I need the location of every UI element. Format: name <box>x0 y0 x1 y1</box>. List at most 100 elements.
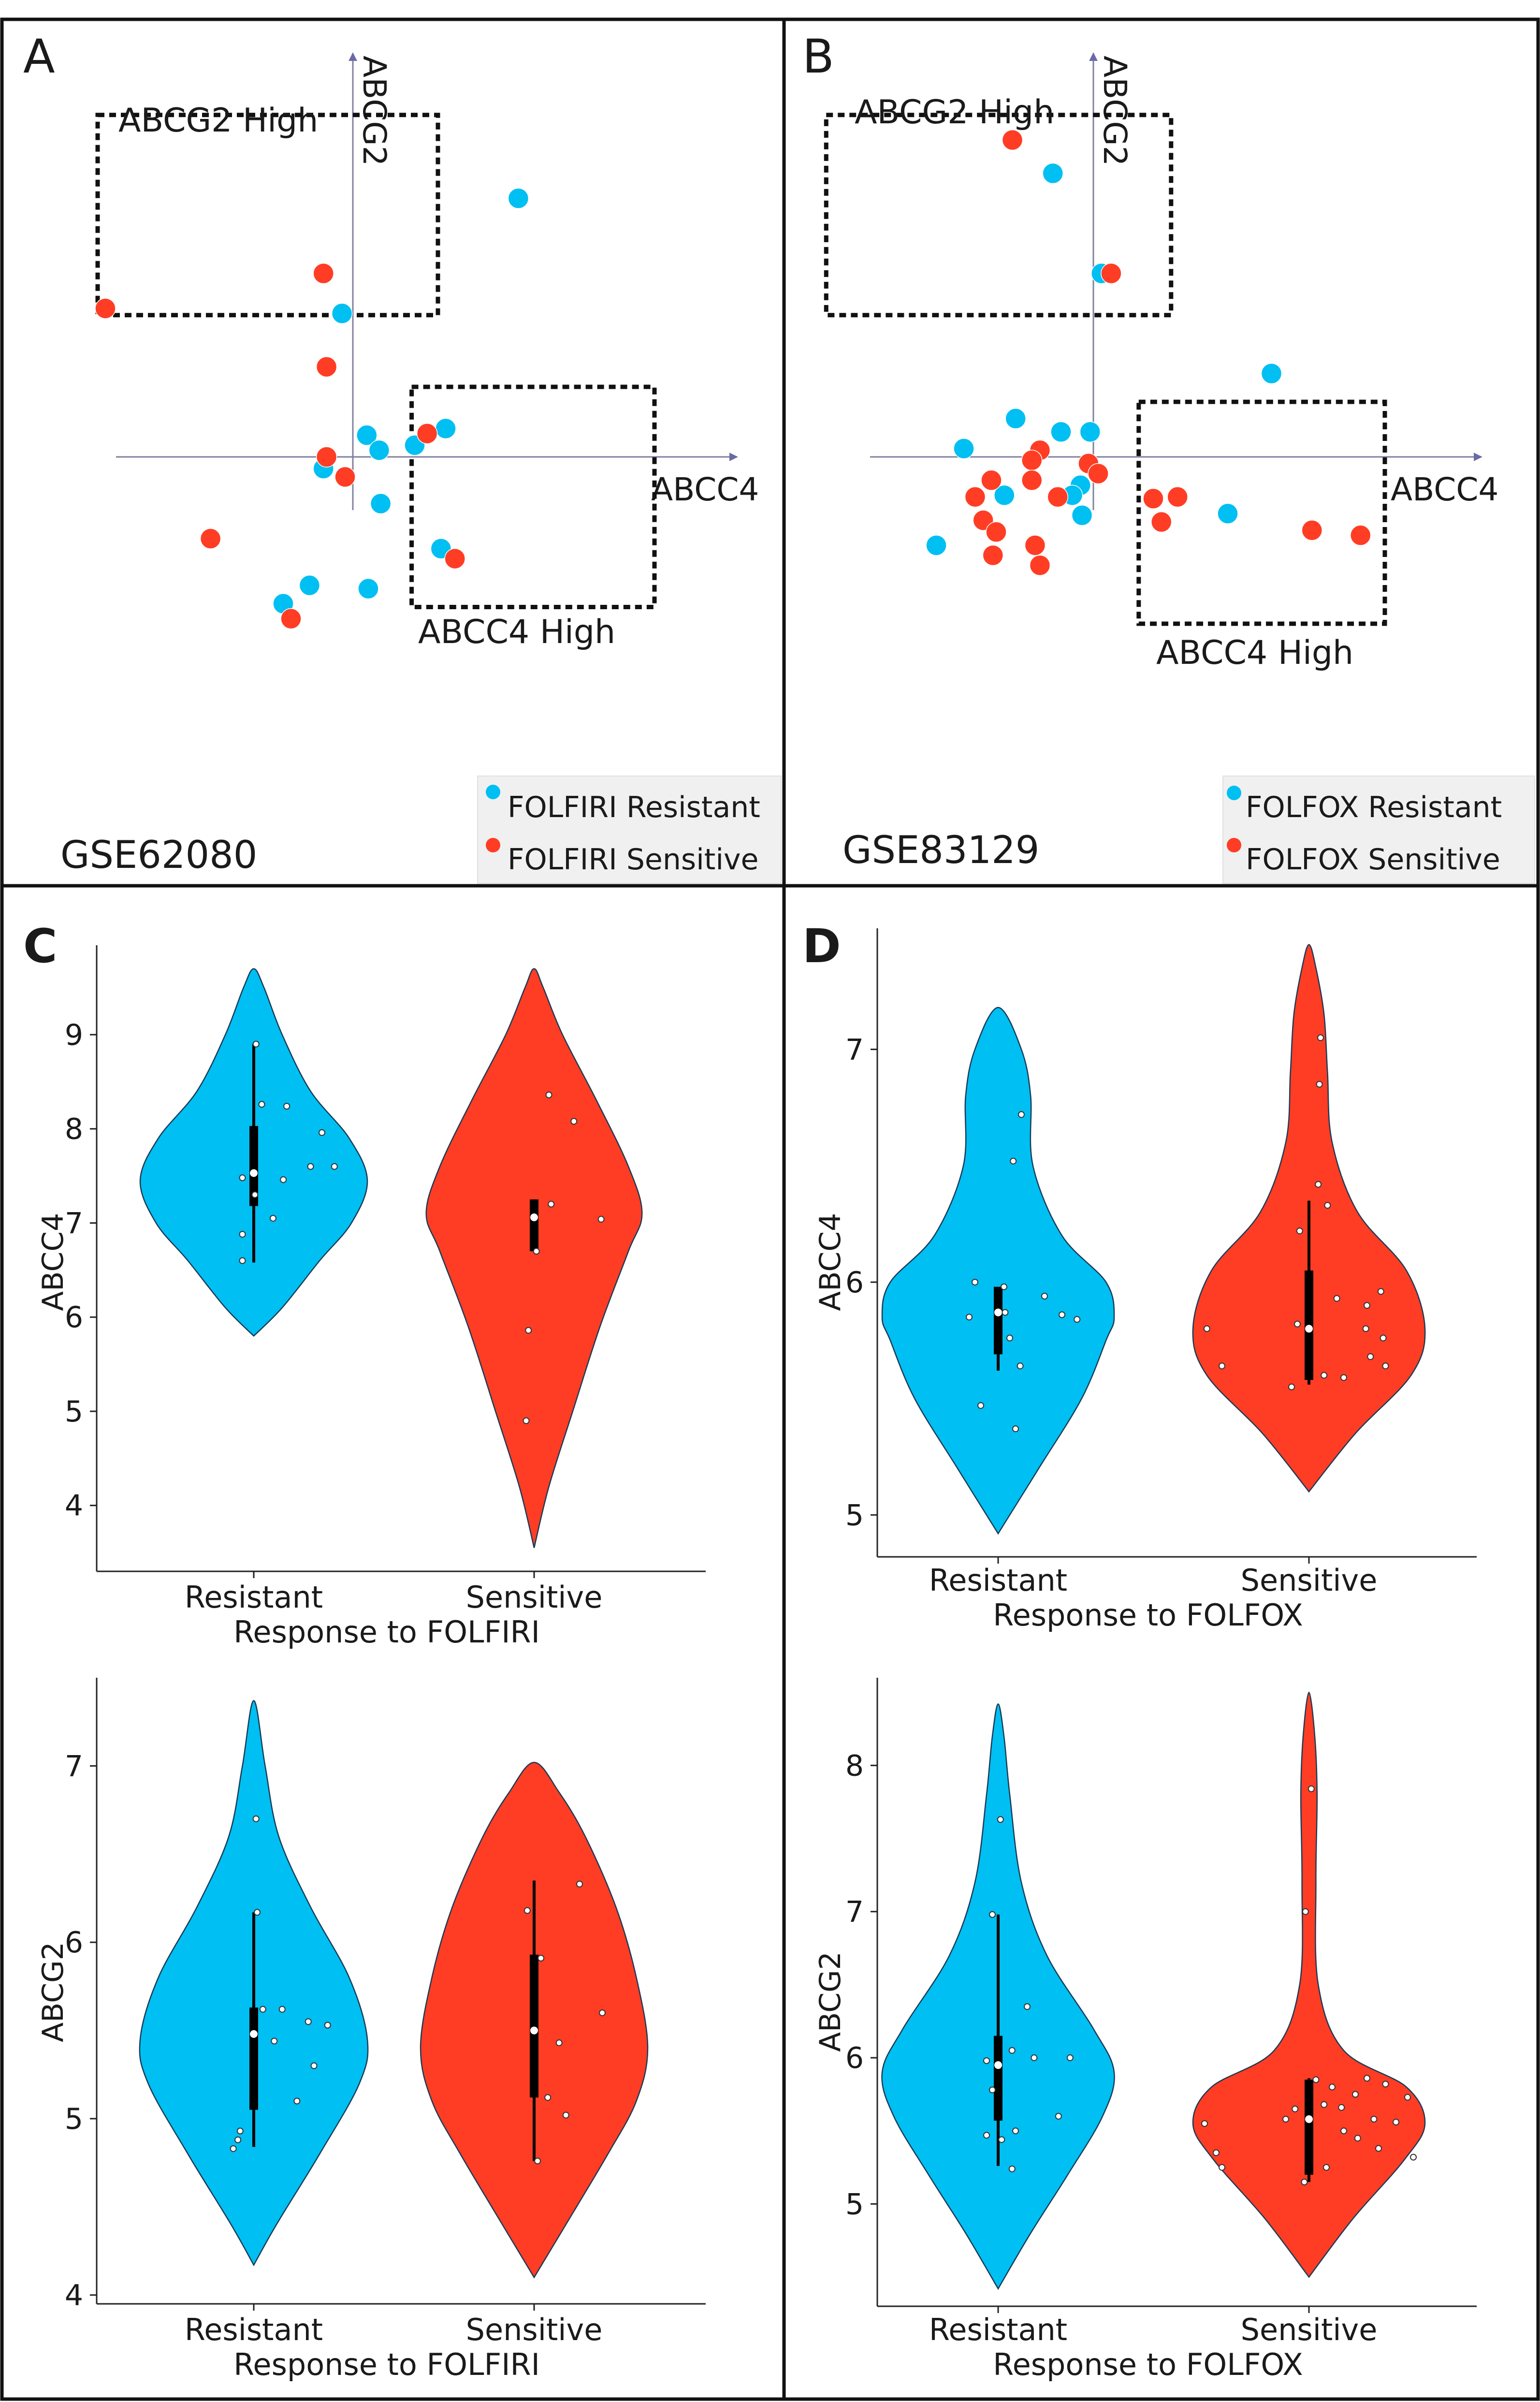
violin-observation-resistant <box>251 1191 259 1199</box>
violin-observation-sensitive <box>1340 1374 1347 1381</box>
x-axis-title: Response to FOLFOX <box>993 2347 1303 2382</box>
violin-observation-sensitive <box>555 2039 563 2047</box>
violin-observation-sensitive <box>1312 2076 1320 2083</box>
violin-observation-sensitive <box>1315 1181 1322 1188</box>
violin-observation-sensitive <box>1382 1362 1389 1370</box>
violin-iqr-resistant <box>249 1126 258 1206</box>
violin-observation-resistant <box>269 1215 276 1222</box>
violin-observation-resistant <box>972 1278 978 1286</box>
legend-entry-sensitive: FOLFOX Sensitive <box>1246 843 1500 877</box>
violin-observation-resistant <box>252 1040 260 1048</box>
y-axis-title: ABCC4 <box>814 1213 847 1311</box>
legend-marker-resistant <box>486 785 500 799</box>
violin-median-resistant <box>250 2030 258 2038</box>
abcc4-high-label: ABCC4 High <box>418 613 615 651</box>
violin-observation-resistant <box>1012 1425 1019 1433</box>
violin-observation-resistant <box>1008 2047 1016 2054</box>
violin-observation-sensitive <box>570 1118 578 1125</box>
violin-observation-sensitive <box>1377 1288 1384 1295</box>
violin-observation-sensitive <box>1364 2075 1370 2082</box>
violin-observation-resistant <box>283 1103 291 1110</box>
violin-observation-sensitive <box>1323 2164 1330 2171</box>
violin-observation-sensitive <box>1338 2104 1345 2111</box>
abcg2-high-label: ABCG2 High <box>855 93 1054 132</box>
violin-observation-resistant <box>1017 1362 1024 1370</box>
violin-body-sensitive <box>1192 1691 1426 2278</box>
scatter-point-resistant <box>1042 162 1063 184</box>
y-tick-label: 7 <box>65 1206 83 1240</box>
panel-letter-b: B <box>802 29 834 84</box>
violin-observation-resistant <box>1012 2127 1019 2135</box>
scatter-point-sensitive <box>964 486 986 508</box>
violin-body-resistant <box>881 1007 1115 1535</box>
abcg2-high-box <box>95 113 440 318</box>
violin-observation-resistant <box>259 2006 266 2013</box>
violin-chart-d-bottom: ABCG2 Resistant Sensitive Response to FO… <box>814 1678 1477 2382</box>
scatter-point-sensitive <box>1021 469 1043 491</box>
violin-observation-sensitive <box>1219 1362 1225 1370</box>
scatter-point-resistant <box>368 439 390 461</box>
violin-observation-resistant <box>998 2136 1005 2143</box>
dataset-label: GSE83129 <box>843 829 1039 872</box>
violin-iqr-sensitive <box>530 1954 538 2098</box>
scatter-point-sensitive <box>1301 520 1322 541</box>
violin-iqr-resistant <box>249 2007 258 2110</box>
scatter-point-sensitive <box>982 544 1004 566</box>
category-label-resistant: Resistant <box>185 2312 323 2347</box>
violin-iqr-sensitive <box>1305 2080 1313 2175</box>
violin-observation-sensitive <box>1364 1302 1370 1309</box>
violin-iqr-sensitive <box>530 1199 538 1251</box>
violin-median-resistant <box>994 1308 1002 1317</box>
scatter-point-sensitive <box>1167 486 1188 508</box>
y-tick-label: 8 <box>65 1113 83 1146</box>
y-tick-label: 6 <box>65 1926 83 1960</box>
violin-observation-resistant <box>1018 1111 1025 1118</box>
y-axis-title: ABCC4 <box>36 1213 70 1311</box>
x-axis-title: Response to FOLFOX <box>993 1597 1303 1633</box>
violin-observation-sensitive <box>1324 1201 1331 1209</box>
category-label-sensitive: Sensitive <box>1241 2312 1378 2347</box>
legend-box <box>477 776 782 884</box>
violin-observation-resistant <box>305 2018 312 2025</box>
y-tick-label: 8 <box>845 1749 864 1783</box>
violin-observation-resistant <box>254 1909 261 1916</box>
violin-observation-sensitive <box>1329 2083 1336 2091</box>
violin-observation-resistant <box>977 1402 984 1409</box>
scatter-point-resistant <box>1217 503 1238 525</box>
scatter-point-resistant <box>953 438 974 459</box>
abcc4-high-box <box>1136 399 1387 626</box>
violin-observation-sensitive <box>1410 2153 1417 2161</box>
violin-observation-resistant <box>234 2136 242 2143</box>
scatter-point-sensitive <box>316 356 337 378</box>
scatter-point-resistant <box>299 574 320 596</box>
violin-observation-resistant <box>319 1129 325 1136</box>
scatter-point-sensitive <box>1150 511 1172 533</box>
panel-letter-d: D <box>802 919 841 973</box>
violin-observation-sensitive <box>1321 2101 1328 2108</box>
violin-observation-resistant <box>239 1230 246 1238</box>
panel-frame <box>0 17 1540 2401</box>
violin-observation-sensitive <box>1367 1353 1374 1360</box>
y-tick-label: 5 <box>65 1395 83 1429</box>
violin-observation-resistant <box>239 1174 246 1181</box>
category-label-sensitive: Sensitive <box>466 1580 603 1615</box>
scatter-point-sensitive <box>200 528 221 549</box>
violin-observation-resistant <box>258 1101 265 1108</box>
violin-observation-sensitive <box>599 2009 606 2017</box>
violin-observation-sensitive <box>1352 2091 1359 2098</box>
violin-observation-sensitive <box>1362 1325 1369 1333</box>
category-label-resistant: Resistant <box>929 2312 1067 2347</box>
scatter-point-resistant <box>926 535 947 556</box>
violin-observation-resistant <box>324 2021 331 2029</box>
scatter-point-resistant <box>1071 505 1093 526</box>
scatter-point-sensitive <box>416 423 438 444</box>
violin-observation-resistant <box>1066 2054 1074 2062</box>
violin-median-sensitive <box>530 2026 538 2035</box>
scatter-point-sensitive <box>316 446 337 468</box>
violin-observation-resistant <box>983 2132 990 2139</box>
violin-observation-resistant <box>278 2006 286 2013</box>
abcg2-high-box <box>824 113 1174 318</box>
violin-observation-sensitive <box>548 1201 555 1208</box>
violin-observation-sensitive <box>1288 1383 1295 1391</box>
